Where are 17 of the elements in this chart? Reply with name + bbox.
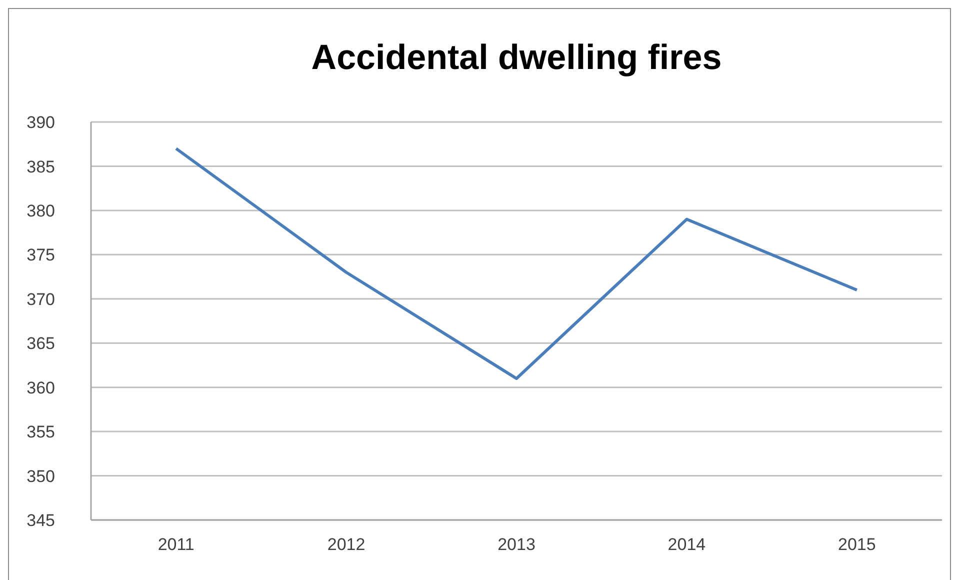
y-tick-label: 360 <box>26 378 55 398</box>
y-tick-label: 355 <box>26 422 55 442</box>
x-tick-label: 2013 <box>498 535 536 554</box>
x-tick-label: 2014 <box>668 535 706 554</box>
x-tick-label: 2015 <box>838 535 876 554</box>
y-tick-label: 385 <box>26 157 55 176</box>
y-tick-label: 365 <box>26 334 55 354</box>
x-tick-label: 2011 <box>158 535 194 554</box>
y-tick-label: 350 <box>26 466 55 486</box>
y-tick-label: 370 <box>26 290 55 309</box>
y-tick-label: 380 <box>26 201 55 220</box>
x-tick-label: 2012 <box>327 535 366 554</box>
y-tick-label: 345 <box>26 511 55 530</box>
chart-title: Accidental dwelling fires <box>310 37 723 79</box>
y-tick-label: 375 <box>26 246 55 265</box>
y-tick-label: 390 <box>26 113 55 132</box>
line-series <box>174 147 858 380</box>
